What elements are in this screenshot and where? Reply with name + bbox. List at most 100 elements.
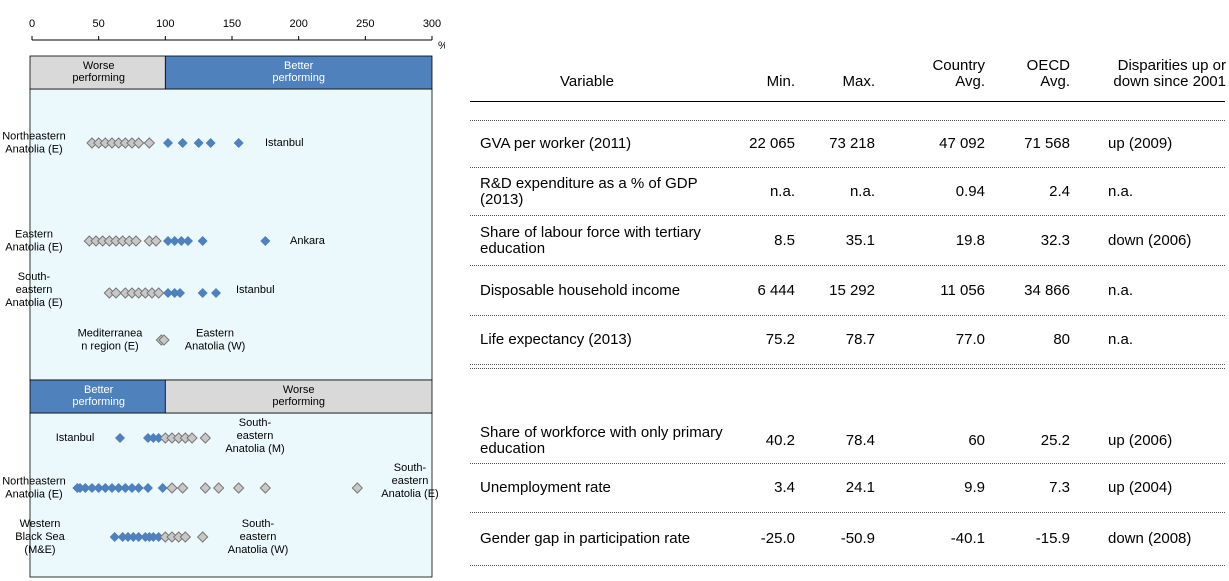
row-rule xyxy=(470,265,1225,266)
cell: 2.4 xyxy=(1049,182,1070,200)
point xyxy=(117,532,128,542)
point xyxy=(163,138,173,148)
point xyxy=(176,236,187,246)
point xyxy=(80,483,91,493)
cell: down (2006) xyxy=(1108,231,1192,249)
row-rule xyxy=(470,463,1225,464)
point xyxy=(196,531,209,543)
cell: 75.2 xyxy=(765,331,795,348)
point xyxy=(157,483,168,493)
row-label: Unemployment rate xyxy=(480,479,611,496)
row-label: South- xyxy=(239,417,272,429)
row-label: (M&E) xyxy=(24,544,55,556)
x-tick-label: 0 xyxy=(29,18,35,30)
cell: 78.7 xyxy=(845,331,875,348)
cell: up (2009) xyxy=(1108,134,1173,152)
cell: 40.2 xyxy=(765,431,795,449)
cell: up (2006) xyxy=(1108,431,1173,449)
point xyxy=(177,138,188,148)
point xyxy=(232,482,245,494)
row-label: South- xyxy=(18,271,51,283)
cell: n.a. xyxy=(1108,331,1134,348)
column-header: Country Avg. xyxy=(932,57,985,90)
point xyxy=(169,236,180,246)
column-header: OECD Avg. xyxy=(1026,57,1070,90)
row-label: South- xyxy=(394,462,427,474)
panel-bg xyxy=(29,88,433,381)
cell: 60 xyxy=(968,431,985,449)
point xyxy=(133,532,144,542)
point xyxy=(212,482,225,494)
point xyxy=(150,235,162,247)
cell: up (2004) xyxy=(1108,479,1173,496)
cell: 71 568 xyxy=(1024,134,1070,152)
point xyxy=(205,138,216,148)
row-rule xyxy=(470,364,1225,365)
row-label: Ankara xyxy=(290,235,326,247)
point xyxy=(100,483,111,493)
point xyxy=(143,433,153,443)
point xyxy=(199,482,212,494)
column-header: Disparities up or down since 2001 xyxy=(1113,57,1226,90)
point xyxy=(75,483,85,493)
cell: 19.8 xyxy=(955,231,985,249)
cell: 3.4 xyxy=(774,479,795,496)
point xyxy=(169,288,180,298)
row-label: Share of workforce with only primary edu… xyxy=(480,423,723,457)
cell: 77.0 xyxy=(955,331,985,348)
row-label: Western xyxy=(20,518,61,530)
row-label: n region (E) xyxy=(81,340,138,352)
point xyxy=(186,432,198,444)
point xyxy=(93,483,104,493)
cell: 9.9 xyxy=(964,479,985,496)
cell: 6 444 xyxy=(757,281,795,299)
point xyxy=(153,433,164,443)
x-tick-label: 200 xyxy=(289,18,307,30)
cell: 34 866 xyxy=(1024,281,1070,299)
point xyxy=(197,288,208,298)
point xyxy=(211,288,221,298)
row-label: Eastern xyxy=(196,327,234,339)
row-label: eastern xyxy=(237,430,274,442)
x-unit: % xyxy=(438,40,445,52)
point xyxy=(120,483,131,493)
cell: 32.3 xyxy=(1040,231,1070,249)
column-header: Variable xyxy=(560,73,614,90)
point xyxy=(199,432,212,444)
header-box xyxy=(29,55,166,90)
cell: 7.3 xyxy=(1049,479,1070,496)
row-label: South- xyxy=(242,518,275,530)
header-label: Worse performing xyxy=(72,60,125,84)
point xyxy=(148,532,159,542)
header-label: Better performing xyxy=(272,60,325,84)
row-label: Eastern xyxy=(15,228,53,240)
point xyxy=(109,532,120,542)
row-label: Northeastern xyxy=(2,130,66,142)
x-tick-label: 100 xyxy=(156,18,174,30)
point xyxy=(183,236,193,246)
point xyxy=(128,532,139,542)
point xyxy=(113,483,124,493)
x-tick-label: 150 xyxy=(223,18,241,30)
row-rule xyxy=(470,167,1225,168)
header-box xyxy=(164,55,433,90)
row-label: Istanbul xyxy=(265,137,304,149)
point xyxy=(143,483,153,493)
point xyxy=(175,288,185,298)
row-rule xyxy=(470,215,1225,216)
row-label: GVA per worker (2011) xyxy=(480,134,632,152)
point xyxy=(260,236,271,246)
point xyxy=(148,433,159,443)
row-label: Anatolia (E) xyxy=(5,297,62,309)
row-label: Northeastern xyxy=(2,475,66,487)
row-label: Anatolia (W) xyxy=(228,544,289,556)
cell: n.a. xyxy=(1108,182,1134,200)
column-header: Min. xyxy=(766,73,795,90)
cell: 15 292 xyxy=(829,281,875,299)
header-label: Better performing xyxy=(72,384,125,408)
point xyxy=(351,482,364,494)
row-rule xyxy=(470,368,1225,369)
x-tick-label: 250 xyxy=(356,18,374,30)
